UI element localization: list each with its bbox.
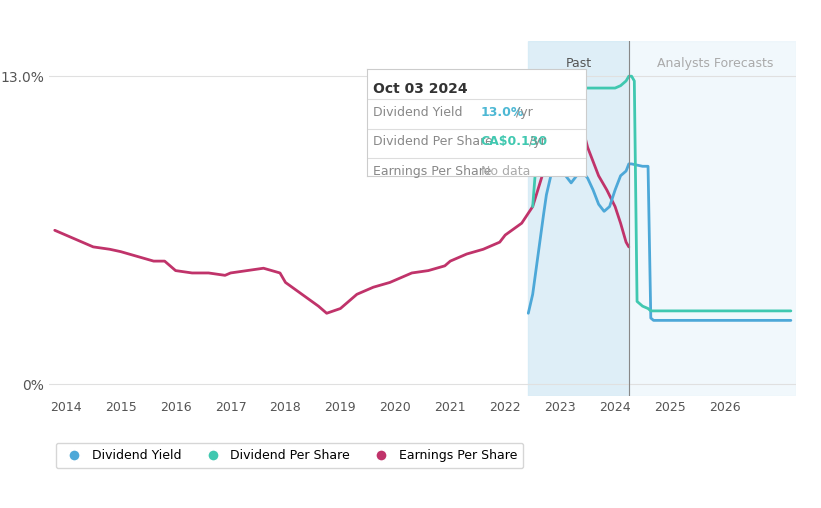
Text: Dividend Per Share: Dividend Per Share [374,136,493,148]
Text: Past: Past [566,57,592,70]
Bar [629,41,796,396]
Text: No data: No data [481,165,530,177]
Text: Analysts Forecasts: Analysts Forecasts [657,57,773,70]
Text: Earnings Per Share: Earnings Per Share [374,165,492,177]
Text: Dividend Yield: Dividend Yield [374,107,463,119]
Text: 13.0%: 13.0% [481,107,524,119]
Text: Oct 03 2024: Oct 03 2024 [374,82,468,96]
Text: /yr: /yr [511,107,532,119]
Text: /yr: /yr [525,136,545,148]
Bar [528,41,629,396]
Text: CA$0.130: CA$0.130 [481,136,548,148]
Legend: Dividend Yield, Dividend Per Share, Earnings Per Share: Dividend Yield, Dividend Per Share, Earn… [56,443,523,468]
